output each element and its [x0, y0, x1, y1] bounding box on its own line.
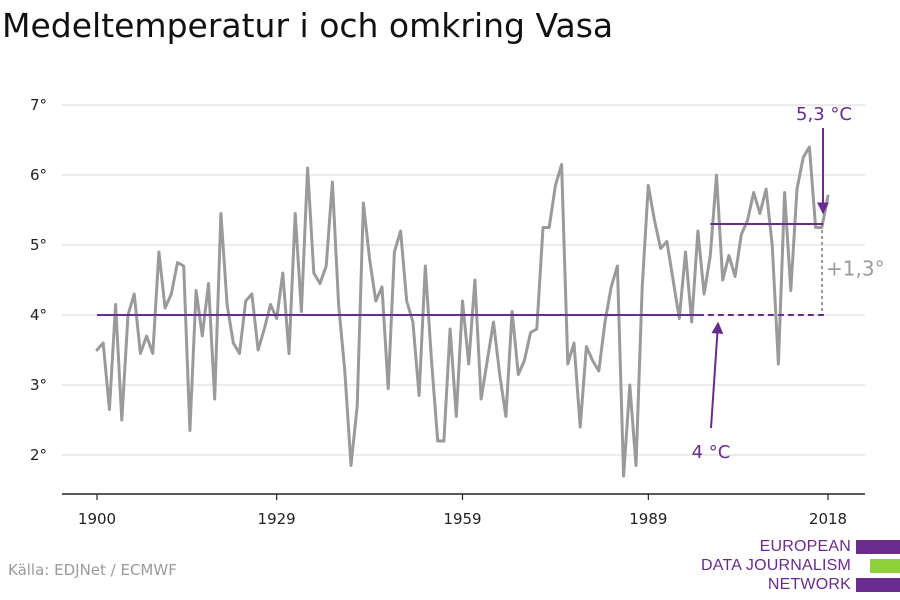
- x-axis: 1900 1929 1959 1989 2018: [62, 493, 865, 528]
- y-tick-label: 3°: [30, 376, 47, 394]
- y-tick-label: 2°: [30, 446, 47, 464]
- recent-label: 5,3 °C: [796, 104, 852, 125]
- logo-bar-green: [870, 559, 900, 573]
- logo-line-2: DATA JOURNALISM: [701, 557, 851, 574]
- y-tick-label: 6°: [30, 166, 47, 184]
- y-tick-label: 4°: [30, 306, 47, 324]
- source-note: Källa: EDJNet / ECMWF: [8, 561, 177, 579]
- x-tick-label: 1900: [78, 510, 116, 528]
- annotation-layer: 4 °C 5,3 °C +1,3°: [97, 104, 885, 463]
- logo-line-3: NETWORK: [767, 576, 851, 593]
- chart-title: Medeltemperatur i och omkring Vasa: [2, 6, 614, 45]
- difference-label: +1,3°: [826, 257, 885, 281]
- grid: 2° 3° 4° 5° 6° 7°: [30, 96, 865, 464]
- line-chart: 2° 3° 4° 5° 6° 7° 1900 1929 1959 1989 2018 4 °C 5,…: [30, 96, 885, 528]
- logo-bar-purple-bottom: [856, 578, 900, 592]
- baseline-label: 4 °C: [692, 442, 731, 463]
- baseline-arrow: [710, 321, 724, 429]
- logo-bar-purple-top: [856, 540, 900, 554]
- series-layer: [95, 145, 830, 478]
- logo-line-1: EUROPEAN: [759, 538, 851, 555]
- x-tick-label: 1989: [629, 510, 667, 528]
- x-tick-label: 2018: [809, 510, 847, 528]
- y-tick-label: 5°: [30, 236, 47, 254]
- temperature-line: [95, 145, 830, 478]
- x-tick-label: 1929: [258, 510, 296, 528]
- x-tick-label: 1959: [443, 510, 481, 528]
- edjnet-logo: EUROPEAN DATA JOURNALISM NETWORK: [700, 538, 900, 596]
- y-tick-label: 7°: [30, 96, 47, 114]
